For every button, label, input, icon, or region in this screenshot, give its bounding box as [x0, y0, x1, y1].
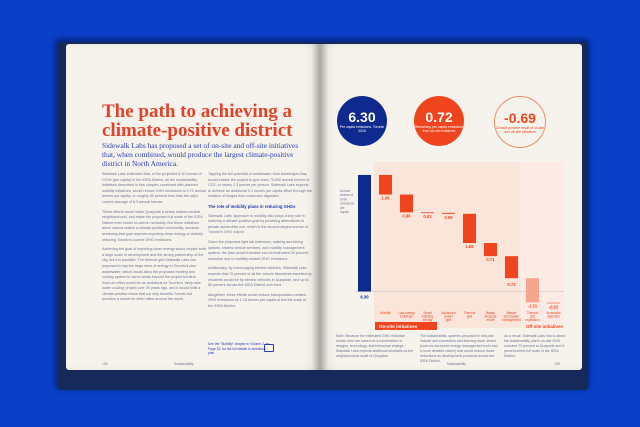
category-label: Low-energy buildings	[398, 311, 415, 319]
bar-value-label: 6.30	[360, 295, 369, 300]
body-column-1: Sidewalk Labs estimates that, of the pro…	[102, 172, 206, 307]
bar-value-label: 0.71	[486, 257, 495, 262]
page-subtitle: Sidewalk Labs has proposed a set of on-s…	[102, 141, 299, 168]
chart-svg: Annual tonnes of GHG emissions per capita 6.30…	[340, 162, 564, 336]
stat-circle-onsite: 0.72 Remaining per capita emissions from…	[414, 96, 464, 146]
waterfall-bar	[420, 212, 435, 214]
waterfall-bar	[399, 194, 414, 213]
stat-circle-baseline: 6.30 Per capita emissions, Toronto 2018	[337, 96, 387, 146]
book-spine-shadow	[312, 44, 328, 370]
stat-caption: Remaining per capita emissions from on-s…	[414, 124, 464, 133]
y-axis-label: Annual tonnes of GHG emissions per capita	[340, 189, 355, 214]
paragraph: Sidewalk Labs estimates that, of the pro…	[102, 172, 206, 204]
stat-value: 6.30	[348, 108, 376, 125]
bar-value-label: 1.58	[465, 244, 474, 249]
waterfall-bar	[483, 243, 498, 257]
page-number: 129	[554, 362, 560, 366]
stat-circle-result: -0.69 Climate-positive result of on-site…	[494, 96, 546, 148]
paragraph: Additionally, by encouraging electric ve…	[208, 266, 312, 288]
category-label: Advanced power grid	[441, 311, 455, 322]
page-number: 128	[102, 362, 108, 366]
offsite-caption: Off-site initiatives	[526, 324, 563, 329]
waterfall-bar	[441, 212, 456, 214]
paragraph: Given the proposed light rail extension,…	[208, 239, 309, 261]
category-label: Waste/stormwater management	[502, 311, 521, 322]
onsite-band	[374, 162, 521, 328]
paragraph: These efforts would make Quayside a near…	[102, 209, 204, 242]
paragraph: Sidewalk Labs' approach to mobility also…	[208, 213, 308, 235]
bar-value-label: 1.06	[381, 196, 390, 201]
section-name: Sustainability	[446, 362, 466, 366]
category-label: Mobility	[380, 311, 391, 315]
document-icon	[264, 344, 274, 352]
category-label: Thermal grid	[464, 311, 476, 319]
category-label: Thermal grid expansion	[525, 311, 540, 322]
right-page: 6.30 Per capita emissions, Toronto 2018 …	[320, 44, 582, 370]
footnote: Note: Because the estimated GHG reductio…	[336, 334, 414, 358]
left-page: The path to achieving a climate-positive…	[66, 44, 320, 370]
stat-value: -0.69	[504, 109, 536, 126]
bar-value-label: 0.96	[402, 213, 411, 218]
paragraph: Altogether, these efforts would reduce t…	[208, 292, 306, 308]
section-subheading: The role of mobility plans in reducing G…	[208, 203, 296, 209]
waterfall-bar	[504, 256, 519, 279]
onsite-total-label: 0.72	[507, 282, 516, 287]
body-column-2: Tapping the full potential of wastewater…	[208, 172, 312, 313]
category-label: Anaerobic digestion	[546, 311, 561, 319]
waterfall-chart: Annual tonnes of GHG emissions per capita 6.30…	[338, 152, 566, 336]
waterfall-bar	[357, 174, 372, 292]
category-label: Waste disposal mode	[485, 311, 497, 322]
final-total-label: -0.69	[549, 305, 559, 310]
stat-value: 0.72	[425, 108, 453, 125]
bar-value-label: -1.31	[528, 303, 538, 308]
bar-value-label: 0.05	[444, 215, 453, 220]
section-name: Sustainability	[174, 362, 194, 366]
waterfall-bar	[462, 213, 477, 244]
bar-value-label: 0.03	[423, 214, 432, 219]
waterfall-bar	[525, 278, 540, 303]
paragraph: Tapping the full potential of wastewater…	[208, 172, 312, 199]
cross-reference-callout: See the "Mobility" chapter in Volume 2, …	[208, 342, 270, 356]
waterfall-bar	[546, 302, 561, 304]
page-title: The path to achieving a climate-positive…	[102, 101, 293, 141]
waterfall-bar	[378, 174, 393, 195]
bar-value-label: -0.07	[549, 305, 559, 310]
stat-caption: Per capita emissions, Toronto 2018	[339, 124, 385, 133]
paragraph: Achieving the goal of importing clean en…	[102, 247, 206, 302]
stat-caption: Climate-positive result of on-site and o…	[495, 125, 545, 134]
footnote: As a result, Sidewalk Labs has to direct…	[504, 334, 566, 358]
footnote: The sustainability systems proposed in t…	[420, 334, 498, 363]
